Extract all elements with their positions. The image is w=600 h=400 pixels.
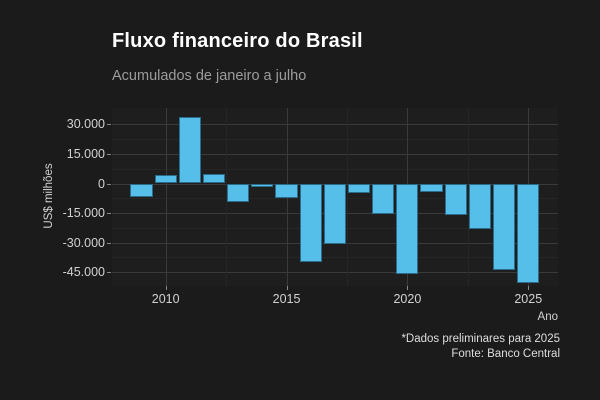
- x-tick-label: 2010: [151, 292, 180, 306]
- gridline-x-minor: [467, 108, 469, 286]
- gridline-y-minor: [112, 168, 558, 170]
- gridline-y-major: [112, 124, 558, 126]
- gridline-y-minor: [112, 139, 558, 141]
- chart-title: Fluxo financeiro do Brasil: [112, 30, 363, 52]
- x-tick-label: 2015: [272, 292, 301, 306]
- gridline-x-major: [165, 108, 167, 286]
- bar-2016: [299, 183, 322, 263]
- x-tick-mark: [528, 286, 530, 290]
- x-tick-mark: [165, 286, 167, 290]
- x-tick-label: 2020: [393, 292, 422, 306]
- y-tick-mark: [107, 183, 111, 185]
- x-axis-title: Ano: [537, 311, 558, 323]
- bar-2017: [323, 183, 346, 244]
- y-tick-label: -45.000: [62, 265, 105, 279]
- bar-2024: [492, 183, 516, 271]
- bar-2020: [396, 183, 419, 274]
- gridline-y-major: [112, 272, 558, 273]
- bar-2021: [420, 183, 443, 193]
- y-tick-label: -30.000: [62, 235, 105, 250]
- x-tick-mark: [286, 286, 288, 290]
- y-tick-label: -15.000: [62, 206, 105, 220]
- bar-2022: [444, 183, 467, 215]
- y-tick-mark: [107, 242, 111, 244]
- footer-note: *Dados preliminares para 2025: [401, 333, 560, 345]
- y-tick-mark: [107, 213, 111, 214]
- y-tick-label: 30.000: [66, 117, 105, 132]
- gridline-y-minor: [112, 257, 558, 259]
- bar-2023: [468, 183, 491, 230]
- bar-2011: [178, 117, 201, 184]
- y-axis-title: US$ milhões: [43, 163, 55, 229]
- plot-panel: [112, 108, 558, 286]
- chart-subtitle: Acumulados de janeiro a julho: [112, 68, 307, 84]
- bar-2019: [372, 183, 395, 214]
- y-tick-mark: [107, 153, 111, 155]
- y-tick-mark: [107, 272, 111, 273]
- y-tick-mark: [107, 124, 111, 126]
- bar-2018: [347, 183, 371, 193]
- bar-2014: [251, 183, 274, 187]
- bar-2015: [275, 183, 298, 199]
- gridline-x-minor: [346, 108, 348, 286]
- gridline-x-minor: [226, 108, 228, 286]
- footer-source: Fonte: Banco Central: [451, 348, 560, 360]
- bar-2009: [130, 183, 153, 198]
- bar-2012: [202, 174, 226, 184]
- y-tick-label: 0: [98, 176, 105, 191]
- bar-2025: [517, 183, 540, 284]
- bar-2013: [227, 183, 250, 202]
- x-tick-label: 2025: [514, 292, 543, 306]
- x-tick-mark: [407, 286, 409, 290]
- bar-2010: [154, 175, 177, 184]
- gridline-y-major: [112, 153, 558, 155]
- y-tick-label: 15.000: [66, 146, 105, 161]
